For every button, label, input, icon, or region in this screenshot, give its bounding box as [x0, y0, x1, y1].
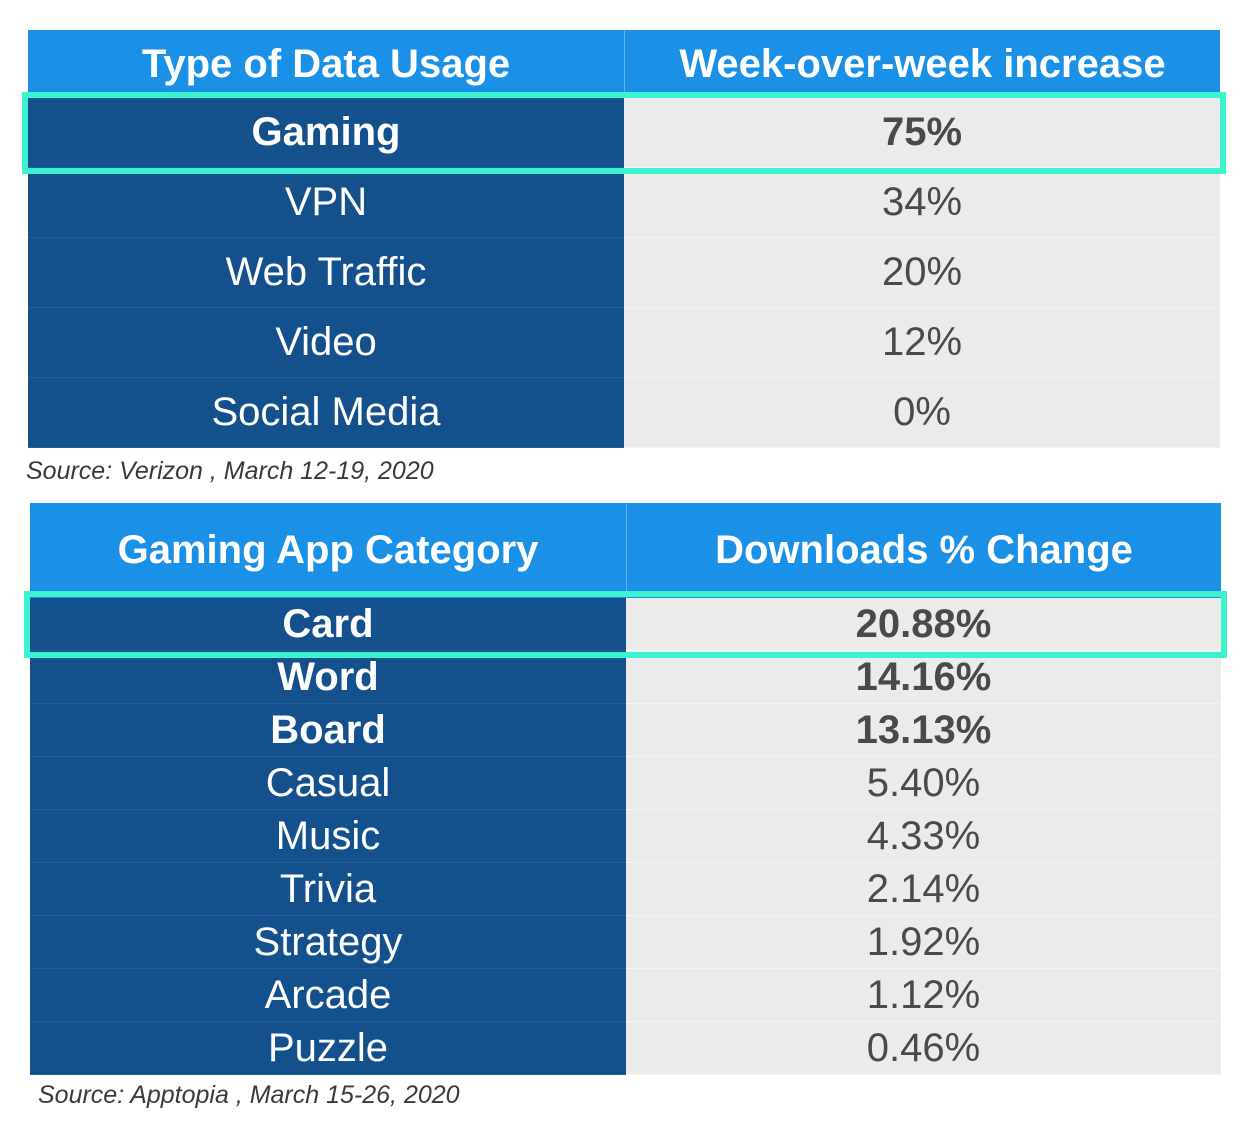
row-label: Web Traffic — [28, 238, 624, 308]
row-label: VPN — [28, 168, 624, 238]
row-label: Word — [30, 651, 626, 704]
row-value: 0% — [624, 378, 1220, 448]
table-row: Gaming 75% — [28, 98, 1220, 168]
row-value: 34% — [624, 168, 1220, 238]
table-row: Card 20.88% — [30, 598, 1221, 651]
table-body: Card 20.88% Word 14.16% Board 13.13% Casual 5.4… — [30, 598, 1221, 1075]
row-value: 0.46% — [626, 1022, 1221, 1075]
table-body: Gaming 75% VPN 34% Web Traffic 20% Video 12% Soc… — [28, 98, 1220, 448]
row-label: Arcade — [30, 969, 626, 1022]
table-row: Casual 5.40% — [30, 757, 1221, 810]
row-value: 75% — [624, 98, 1220, 168]
row-value: 2.14% — [626, 863, 1221, 916]
row-value: 14.16% — [626, 651, 1221, 704]
table-row: Trivia 2.14% — [30, 863, 1221, 916]
row-label: Board — [30, 704, 626, 757]
table-row: Music 4.33% — [30, 810, 1221, 863]
table-row: Board 13.13% — [30, 704, 1221, 757]
row-label: Music — [30, 810, 626, 863]
table-row: Social Media 0% — [28, 378, 1220, 448]
column-header: Week-over-week increase — [624, 30, 1220, 98]
table-header: Type of Data Usage Week-over-week increa… — [28, 30, 1220, 98]
table-row: Puzzle 0.46% — [30, 1022, 1221, 1075]
table-row: Strategy 1.92% — [30, 916, 1221, 969]
table-row: Word 14.16% — [30, 651, 1221, 704]
row-label: Social Media — [28, 378, 624, 448]
row-value: 4.33% — [626, 810, 1221, 863]
row-label: Casual — [30, 757, 626, 810]
table-row: Video 12% — [28, 308, 1220, 378]
row-label: Strategy — [30, 916, 626, 969]
gaming-category-table: Gaming App Category Downloads % Change C… — [30, 503, 1221, 1075]
source-note: Source: Verizon , March 12-19, 2020 — [26, 457, 434, 485]
row-value: 1.92% — [626, 916, 1221, 969]
row-label: Trivia — [30, 863, 626, 916]
column-header: Type of Data Usage — [28, 30, 624, 98]
column-header: Gaming App Category — [30, 503, 626, 598]
data-usage-table: Type of Data Usage Week-over-week increa… — [28, 30, 1220, 448]
table-row: Web Traffic 20% — [28, 238, 1220, 308]
row-label: Video — [28, 308, 624, 378]
row-label: Puzzle — [30, 1022, 626, 1075]
column-header: Downloads % Change — [626, 503, 1221, 598]
row-value: 20.88% — [626, 598, 1221, 651]
row-value: 20% — [624, 238, 1220, 308]
row-label: Gaming — [28, 98, 624, 168]
row-value: 12% — [624, 308, 1220, 378]
table-row: Arcade 1.12% — [30, 969, 1221, 1022]
table-header: Gaming App Category Downloads % Change — [30, 503, 1221, 598]
row-value: 13.13% — [626, 704, 1221, 757]
row-label: Card — [30, 598, 626, 651]
table-row: VPN 34% — [28, 168, 1220, 238]
row-value: 5.40% — [626, 757, 1221, 810]
source-note: Source: Apptopia , March 15-26, 2020 — [38, 1081, 460, 1109]
row-value: 1.12% — [626, 969, 1221, 1022]
